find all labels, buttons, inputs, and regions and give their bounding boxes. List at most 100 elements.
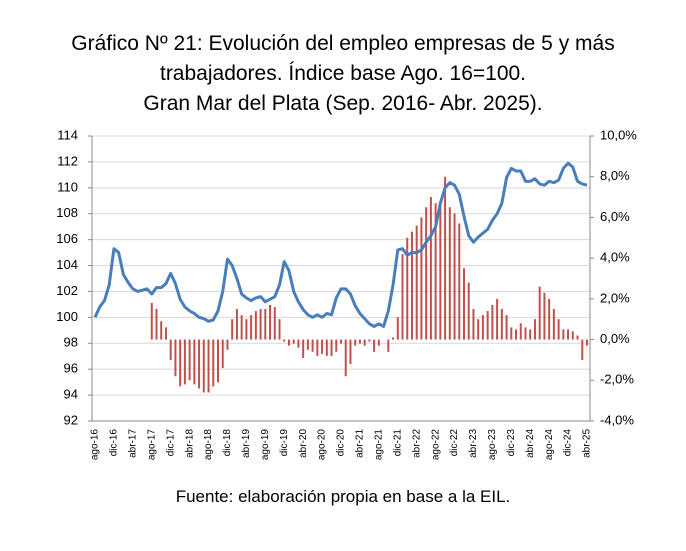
- source-note: Fuente: elaboración propia en base a la …: [176, 487, 511, 506]
- y2-tick-label: 6,0%: [600, 209, 630, 224]
- bar: [193, 339, 196, 385]
- bar: [297, 339, 300, 348]
- x-tick-label: ago-19: [260, 429, 271, 461]
- bar: [240, 315, 243, 340]
- bar: [373, 339, 376, 352]
- chart-title: Gran Mar del Plata (Sep. 2016- Abr. 2025…: [143, 92, 542, 115]
- x-tick-label: dic-22: [449, 429, 460, 457]
- bar: [557, 319, 560, 340]
- x-tick-label: abr-17: [127, 429, 138, 458]
- bar: [434, 203, 437, 340]
- bar: [576, 335, 579, 340]
- bar: [567, 329, 570, 340]
- bar: [344, 339, 347, 377]
- y-tick-label: 110: [57, 179, 78, 194]
- y-tick-label: 114: [57, 127, 78, 142]
- x-tick-label: dic-24: [563, 429, 574, 457]
- bar: [496, 298, 499, 340]
- bar: [349, 339, 352, 364]
- y2-tick-label: 10,0%: [600, 127, 637, 142]
- x-tick-label: abr-22: [411, 429, 422, 458]
- y-tick-label: 104: [56, 257, 78, 272]
- bar: [245, 319, 248, 340]
- bar: [325, 339, 328, 356]
- y-tick-label: 94: [64, 387, 78, 402]
- x-tick-label: ago-22: [430, 429, 441, 461]
- bar: [510, 327, 513, 340]
- x-tick-label: abr-18: [184, 429, 195, 458]
- bar: [538, 286, 541, 340]
- x-tick-label: ago-23: [487, 429, 498, 461]
- y-tick-label: 112: [57, 153, 78, 168]
- x-tick-label: abr-25: [582, 429, 593, 458]
- bar: [202, 339, 205, 393]
- bar: [287, 339, 290, 346]
- bar: [264, 309, 267, 340]
- bar: [406, 237, 409, 340]
- bar: [392, 337, 395, 340]
- bar: [515, 329, 518, 340]
- bar: [183, 339, 186, 385]
- bar: [363, 339, 366, 346]
- bar: [448, 207, 451, 340]
- bar: [529, 329, 532, 340]
- bar: [358, 339, 361, 344]
- x-tick-label: abr-21: [355, 429, 366, 458]
- bar: [226, 339, 229, 350]
- bar: [429, 197, 432, 340]
- bar: [335, 339, 338, 352]
- bar: [401, 254, 404, 340]
- bar: [160, 321, 163, 340]
- bar: [302, 339, 305, 358]
- bar: [410, 231, 413, 340]
- bar: [198, 339, 201, 389]
- bar: [354, 339, 357, 346]
- bar: [463, 268, 465, 340]
- bar: [377, 339, 380, 346]
- x-tick-label: ago-21: [373, 429, 384, 461]
- bar: [212, 339, 215, 387]
- y-tick-label: 96: [64, 361, 78, 376]
- y-tick-label: 92: [64, 412, 78, 427]
- bar: [458, 223, 461, 340]
- bar: [472, 309, 475, 340]
- bar: [425, 207, 428, 340]
- bar: [453, 213, 456, 340]
- bar: [306, 339, 309, 350]
- bar: [273, 307, 276, 340]
- bar: [524, 327, 527, 340]
- y2-tick-label: 2,0%: [600, 290, 630, 305]
- bar: [155, 309, 158, 340]
- y-tick-label: 108: [56, 205, 78, 220]
- line: [93, 161, 588, 328]
- bar: [543, 292, 546, 340]
- bar: [321, 339, 324, 354]
- bar: [164, 327, 167, 340]
- bar: [439, 205, 442, 340]
- bar: [571, 331, 574, 340]
- bar: [217, 339, 219, 383]
- x-tick-label: ago-17: [146, 429, 157, 461]
- x-tick-label: abr-24: [525, 429, 536, 458]
- bar: [311, 339, 314, 352]
- x-tick-label: ago-20: [317, 429, 328, 461]
- bar: [254, 311, 257, 340]
- y2-tick-label: 4,0%: [600, 250, 630, 265]
- chart-title: Gráfico Nº 21: Evolución del empleo empr…: [71, 32, 614, 55]
- bar: [283, 339, 286, 342]
- bar: [491, 304, 494, 340]
- x-tick-label: abr-20: [298, 429, 309, 458]
- bar: [250, 315, 253, 340]
- y-tick-label: 102: [56, 283, 78, 298]
- bar: [235, 309, 238, 340]
- bar: [221, 339, 224, 369]
- bar: [188, 339, 191, 381]
- bar: [486, 311, 489, 340]
- bar: [396, 317, 399, 340]
- y-tick-label: 100: [56, 309, 78, 324]
- bar: [316, 339, 319, 356]
- y2-tick-label: -4,0%: [600, 412, 634, 427]
- bar: [477, 319, 480, 340]
- bar: [231, 319, 234, 340]
